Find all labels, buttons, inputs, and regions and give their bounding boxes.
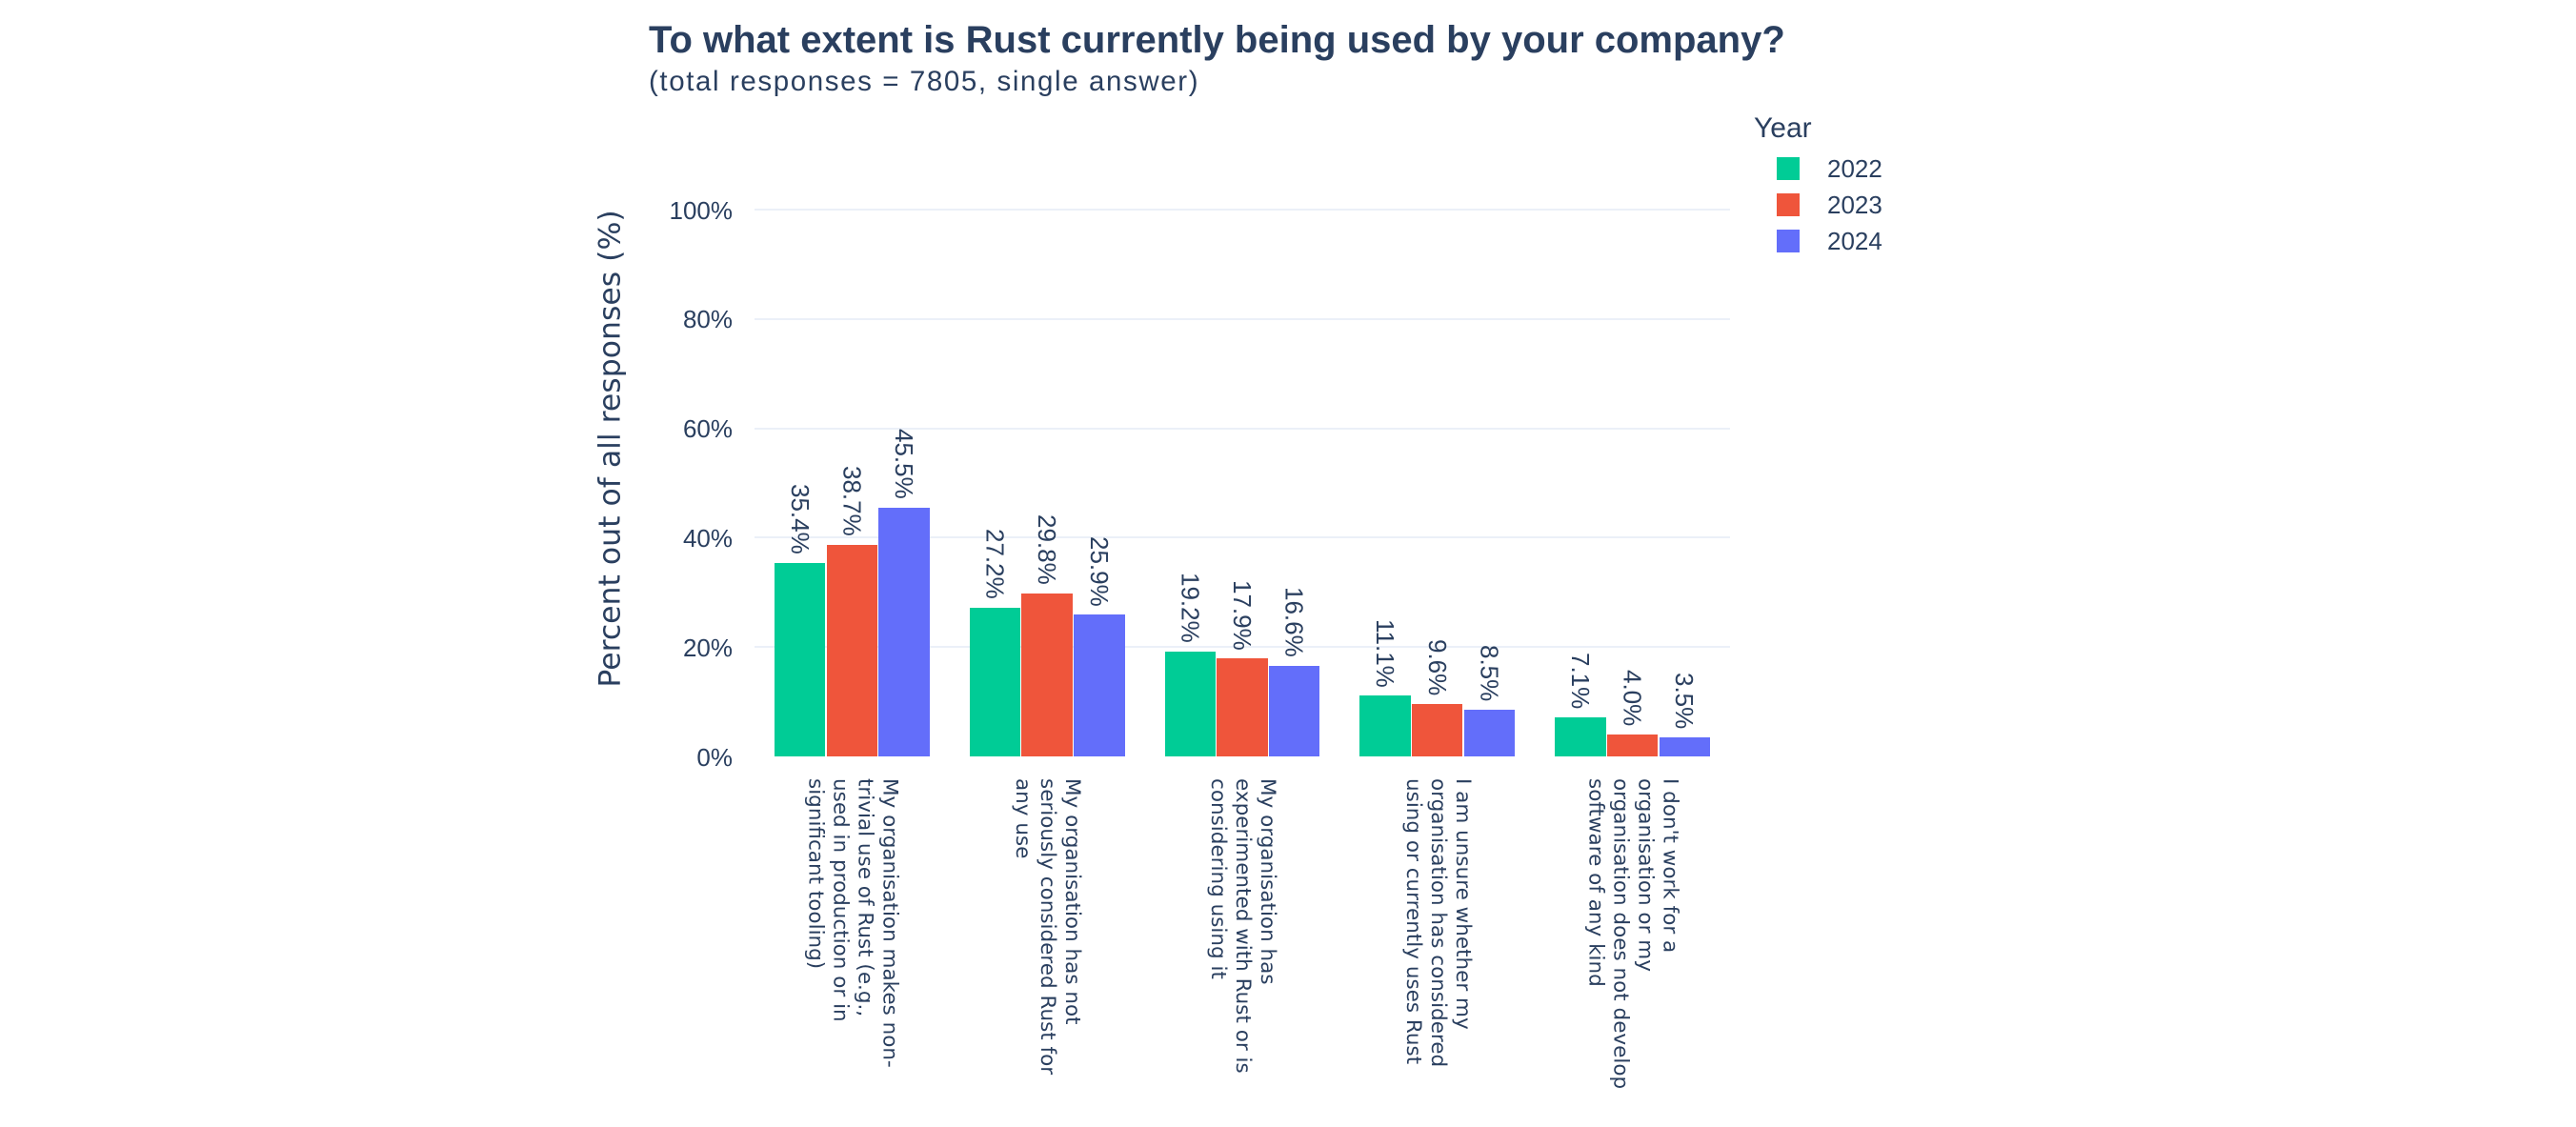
- bar-2022-cat2[interactable]: [969, 607, 1021, 756]
- value-label-2022-cat1: 35.4%: [785, 484, 815, 554]
- chart-subtitle: (total responses = 7805, single answer): [649, 65, 1200, 97]
- bar-2023-cat5[interactable]: [1606, 735, 1659, 756]
- bar-2023-cat2[interactable]: [1021, 593, 1073, 756]
- value-label-2022-cat2: 27.2%: [980, 529, 1010, 599]
- legend-swatch-2023[interactable]: [1777, 193, 1800, 217]
- gridline-100: [755, 209, 1730, 211]
- value-label-2024-cat4: 8.5%: [1475, 644, 1504, 702]
- value-label-2022-cat4: 11.1%: [1371, 618, 1400, 688]
- bar-2024-cat2[interactable]: [1074, 614, 1125, 756]
- value-label-2022-cat5: 7.1%: [1565, 652, 1595, 710]
- value-label-2023-cat5: 4.0%: [1618, 669, 1647, 727]
- x-tick-label-cat2: My organisation has not seriously consid…: [1011, 778, 1085, 1076]
- bar-2023-cat4[interactable]: [1412, 703, 1463, 756]
- chart-title: To what extent is Rust currently being u…: [649, 18, 1785, 61]
- y-tick-label-40: 40%: [682, 523, 733, 553]
- value-label-2023-cat2: 29.8%: [1033, 514, 1062, 585]
- bar-2023-cat1[interactable]: [826, 544, 878, 756]
- value-label-2024-cat1: 45.5%: [890, 429, 918, 499]
- legend-swatch-2024[interactable]: [1777, 229, 1800, 252]
- legend-swatch-2022[interactable]: [1777, 157, 1800, 181]
- value-label-2023-cat4: 9.6%: [1422, 638, 1452, 695]
- bar-2022-cat4[interactable]: [1359, 695, 1411, 756]
- y-tick-label-20: 20%: [682, 633, 733, 662]
- bar-2023-cat3[interactable]: [1217, 658, 1268, 756]
- value-label-2024-cat3: 16.6%: [1279, 586, 1309, 657]
- bar-2024-cat3[interactable]: [1268, 665, 1320, 756]
- value-label-2023-cat1: 38.7%: [837, 466, 867, 536]
- value-label-2024-cat2: 25.9%: [1084, 535, 1114, 607]
- legend-label-2024[interactable]: 2024: [1827, 226, 1882, 255]
- bar-2024-cat5[interactable]: [1659, 736, 1710, 756]
- bar-2022-cat3[interactable]: [1164, 651, 1217, 756]
- bar-2022-cat5[interactable]: [1555, 717, 1606, 756]
- bar-2024-cat1[interactable]: [878, 507, 930, 756]
- bar-2022-cat1[interactable]: [775, 562, 826, 756]
- legend-label-2022[interactable]: 2022: [1827, 154, 1882, 184]
- y-tick-label-60: 60%: [682, 414, 733, 444]
- legend-label-2023[interactable]: 2023: [1827, 191, 1882, 220]
- y-tick-label-80: 80%: [682, 305, 733, 334]
- value-label-2024-cat5: 3.5%: [1670, 672, 1700, 729]
- x-tick-label-cat4: I am unsure whether my organisation has …: [1400, 778, 1475, 1068]
- value-label-2023-cat3: 17.9%: [1227, 579, 1257, 651]
- bar-2024-cat4[interactable]: [1463, 710, 1516, 756]
- gridline-80: [755, 317, 1730, 320]
- legend-title: Year: [1754, 112, 1812, 144]
- value-label-2022-cat3: 19.2%: [1176, 573, 1205, 643]
- y-tick-label-0: 0%: [696, 742, 733, 772]
- y-tick-label-100: 100%: [669, 195, 734, 225]
- x-tick-label-cat5: I don't work for a organisation or my or…: [1583, 778, 1682, 1090]
- x-tick-label-cat1: My organisation makes non- trivial use o…: [803, 778, 902, 1068]
- y-axis-title-text: Percent out of all responses (%): [593, 210, 628, 688]
- x-tick-label-cat3: My organisation has experimented with Ru…: [1206, 778, 1279, 1074]
